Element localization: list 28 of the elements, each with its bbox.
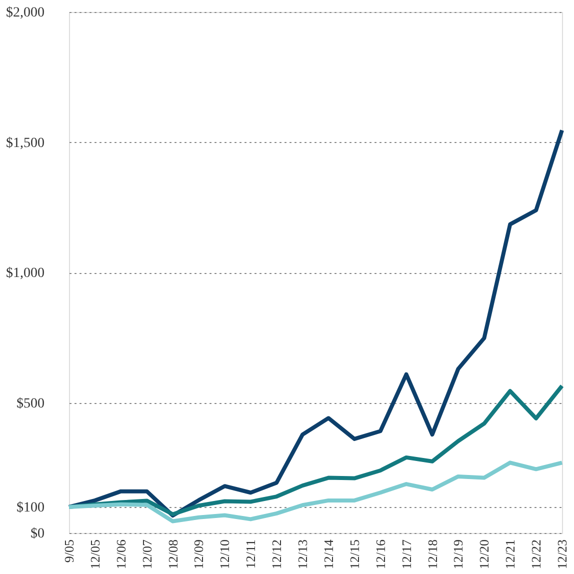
x-tick-label: 12/11 (243, 540, 258, 569)
y-tick-label: $100 (16, 500, 44, 516)
y-tick-label: $1,500 (6, 136, 44, 151)
x-tick-label: 12/15 (346, 540, 362, 570)
x-tick-label: 12/18 (424, 540, 440, 570)
x-tick-label: 12/10 (217, 540, 232, 570)
line-series (67, 460, 564, 524)
x-tick-label: 12/22 (528, 540, 544, 570)
x-tick-label: 12/21 (502, 540, 518, 570)
x-tick-label: 12/13 (295, 540, 310, 570)
x-tick-label: 12/06 (113, 539, 128, 570)
x-tick-label: 12/20 (476, 540, 492, 570)
x-tick-label: 12/08 (165, 540, 180, 570)
y-tick-label: $1,000 (6, 266, 44, 281)
x-tick-label: 12/16 (372, 539, 388, 570)
y-tick-label: $2,000 (6, 6, 44, 20)
x-tick-label: 12/07 (139, 539, 154, 570)
x-tick-label: 12/17 (398, 539, 414, 570)
x-tick-label: 12/05 (87, 540, 102, 570)
x-tick-label: 12/14 (320, 539, 336, 570)
x-tick-label: 12/09 (191, 540, 206, 570)
x-tick-label: 12/12 (269, 540, 284, 570)
y-tick-label: $500 (16, 396, 44, 412)
x-tick-label: 9/05 (62, 540, 76, 563)
x-tick-label: 12/19 (450, 540, 466, 570)
x-tick-label: 12/23 (554, 540, 570, 570)
line-series (67, 128, 564, 518)
y-tick-label: $0 (30, 526, 44, 542)
